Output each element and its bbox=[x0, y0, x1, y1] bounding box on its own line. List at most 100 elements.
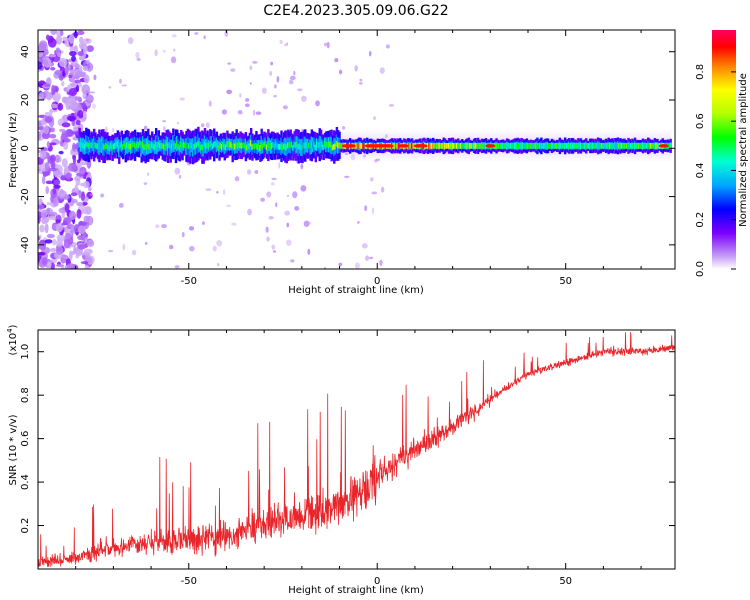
spectrum-cell bbox=[53, 184, 61, 189]
spectrum-cell bbox=[43, 247, 51, 254]
spectrum-cell bbox=[124, 143, 128, 150]
spectrum-cell bbox=[616, 142, 620, 149]
spectrum-cell bbox=[222, 189, 226, 196]
spectrum-cell bbox=[168, 244, 174, 250]
spectrum-cell bbox=[45, 34, 50, 41]
spectrum-cell bbox=[426, 142, 430, 149]
spectrum-cell bbox=[298, 143, 302, 150]
spectrum-cell bbox=[591, 142, 595, 149]
spectrum-cell bbox=[157, 141, 161, 148]
spectrum-cell bbox=[326, 141, 329, 148]
spectrum-cell bbox=[173, 48, 176, 52]
spectrum-cell bbox=[164, 144, 167, 151]
spectrum-cell bbox=[72, 152, 79, 156]
spectrum-cell bbox=[372, 116, 377, 120]
spectrum-cell bbox=[524, 142, 527, 149]
colorbar-tick-label: 0.2 bbox=[695, 212, 706, 228]
spectrum-cell bbox=[454, 142, 457, 149]
spectrum-cell bbox=[232, 142, 236, 149]
spectrum-cell bbox=[50, 30, 58, 36]
spectrum-cell bbox=[127, 37, 134, 45]
spectrum-cell bbox=[371, 207, 375, 215]
spectrum-cell bbox=[325, 141, 328, 148]
spectrum-cell bbox=[639, 142, 642, 149]
spectrum-peak bbox=[383, 144, 394, 148]
spectrum-cell bbox=[554, 142, 558, 149]
spectrum-cell bbox=[309, 144, 312, 150]
spectrum-cell bbox=[59, 192, 66, 198]
spectrum-cell bbox=[313, 141, 316, 148]
spectrum-cell bbox=[239, 142, 242, 149]
spectrum-cell bbox=[99, 142, 102, 149]
spectrum-cell bbox=[249, 82, 252, 85]
spectrum-cell bbox=[162, 120, 167, 123]
spectrum-cell bbox=[542, 142, 546, 149]
spectrum-cell bbox=[176, 140, 179, 147]
spectrum-cell bbox=[108, 249, 114, 253]
spectrum-cell bbox=[268, 141, 271, 148]
spectrum-cell bbox=[70, 192, 78, 197]
spectrum-cell bbox=[471, 142, 474, 149]
spectrum-cell bbox=[339, 142, 343, 149]
spectrum-cell bbox=[288, 142, 291, 149]
spectrum-cell bbox=[226, 204, 232, 208]
spectrum-cell bbox=[259, 145, 262, 151]
spectrum-cell bbox=[587, 142, 591, 149]
spectrum-cell bbox=[632, 142, 635, 149]
spectrum-cell bbox=[71, 130, 80, 135]
spectrum-cell bbox=[137, 142, 141, 148]
spectrum-cell bbox=[520, 142, 523, 149]
spectrum-cell bbox=[281, 144, 285, 151]
spectrum-cell bbox=[121, 84, 128, 87]
spectrum-cell bbox=[537, 142, 540, 149]
spectrum-cell bbox=[205, 122, 210, 129]
spectrum-cell bbox=[39, 224, 45, 233]
spectrum-cell bbox=[64, 65, 69, 75]
spectrum-cell bbox=[221, 109, 227, 115]
spectrum-cell bbox=[39, 150, 47, 159]
spectrum-cell bbox=[49, 211, 58, 217]
spectrum-cell bbox=[267, 142, 270, 149]
spectrum-cell bbox=[69, 82, 76, 87]
spectrum-cell bbox=[344, 152, 349, 156]
spectrum-cell bbox=[65, 129, 74, 137]
spectrum-cell bbox=[369, 256, 374, 260]
spectrum-cell bbox=[595, 142, 598, 149]
spectrum-cell bbox=[38, 244, 45, 250]
spectrum-cell bbox=[278, 144, 282, 150]
spectrum-cell bbox=[563, 142, 567, 149]
spectrum-cell bbox=[50, 161, 56, 170]
spectrum-cell bbox=[303, 220, 310, 227]
spectrum-cell bbox=[119, 142, 122, 149]
spectrum-cell bbox=[181, 143, 184, 149]
spectrum-cell bbox=[226, 89, 233, 95]
spectrum-cell bbox=[446, 142, 449, 149]
spectrum-cell bbox=[55, 214, 62, 221]
spectrum-cell bbox=[68, 33, 75, 44]
spectrum-cell bbox=[45, 185, 49, 195]
spectrum-cell bbox=[61, 253, 66, 260]
colorbar-tick-label: 0.4 bbox=[695, 162, 706, 178]
spectrum-cell bbox=[323, 42, 328, 47]
spectrum-cell bbox=[533, 142, 536, 149]
spectrum-cell bbox=[38, 61, 43, 70]
spectrum-cell bbox=[52, 187, 57, 195]
spectrum-cell bbox=[283, 43, 288, 47]
spectrum-cell bbox=[116, 141, 120, 148]
spectrum-cell bbox=[357, 221, 360, 224]
spectrum-cell bbox=[176, 122, 180, 125]
spectrum-cell bbox=[74, 73, 80, 79]
spectrum-cell bbox=[201, 144, 204, 151]
spectrum-cell bbox=[76, 115, 80, 122]
spectrum-cell bbox=[363, 142, 366, 149]
spectrum-cell bbox=[364, 205, 368, 212]
spectrum-cell bbox=[224, 30, 229, 37]
spectrum-cell bbox=[286, 239, 292, 246]
spectrum-cell bbox=[271, 244, 275, 250]
spectrum-cell bbox=[156, 145, 159, 151]
spectrum-cell bbox=[371, 191, 378, 195]
spectrum-cell bbox=[499, 142, 502, 149]
spectrum-cell bbox=[38, 149, 41, 154]
spectrum-cell bbox=[578, 142, 581, 149]
spectrum-cell bbox=[269, 143, 273, 150]
